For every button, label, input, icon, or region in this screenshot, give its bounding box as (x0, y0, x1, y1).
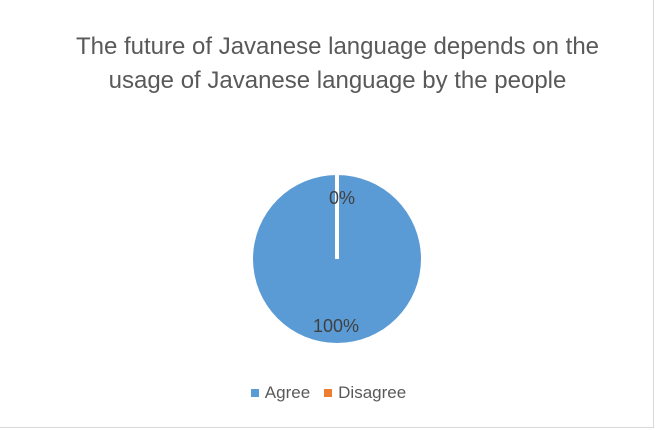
legend-swatch-agree (250, 389, 259, 397)
legend-item-disagree: Disagree (324, 383, 406, 403)
legend-swatch-disagree (324, 389, 333, 397)
legend-item-agree: Agree (250, 383, 311, 403)
legend-label-agree: Agree (264, 383, 311, 402)
chart-title: The future of Javanese language depends … (75, 33, 600, 94)
data-label-disagree: 0% (329, 188, 355, 208)
data-label-agree: 100% (313, 316, 359, 336)
chart-legend: Agree Disagree (0, 383, 657, 403)
legend-label-disagree: Disagree (338, 383, 407, 402)
